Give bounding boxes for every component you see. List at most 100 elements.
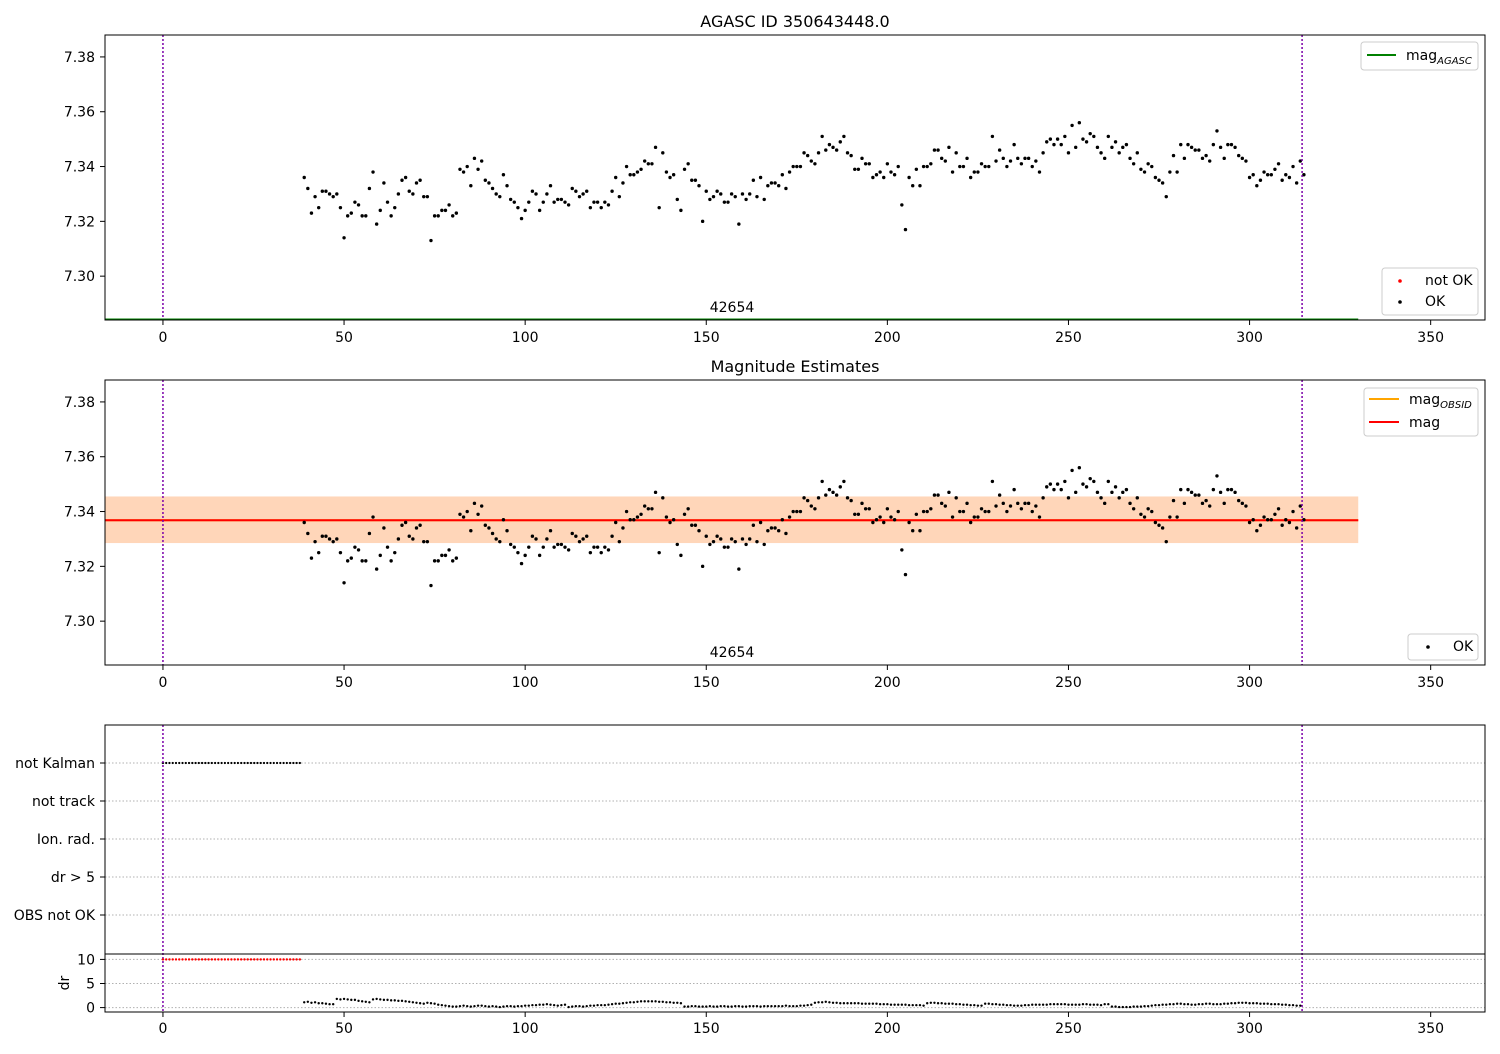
agasc-ok-point	[845, 151, 850, 155]
estimates-ok-point	[378, 553, 382, 558]
dr-point	[585, 1004, 588, 1008]
dr-point	[1132, 1005, 1135, 1008]
estimates-ok-point	[1215, 474, 1219, 478]
dr-point	[596, 1003, 599, 1007]
estimates-ok-point	[519, 561, 524, 566]
estimates-ok-point	[614, 520, 618, 525]
agasc-ok-point	[748, 192, 752, 196]
estimates-ok-point	[1284, 518, 1288, 522]
dr-point	[534, 1003, 538, 1007]
agasc-ok-point	[1059, 142, 1063, 147]
dr-point	[1150, 1004, 1153, 1007]
estimates-ok-point	[1150, 509, 1154, 514]
dr-point	[1070, 1003, 1074, 1006]
estimates-ok-point	[1135, 496, 1139, 500]
agasc-ok-point	[700, 219, 705, 224]
dr-point	[335, 997, 339, 1001]
agasc-ok-point	[1034, 159, 1038, 163]
dr-clipped-point	[161, 958, 165, 961]
flag-marker	[207, 761, 210, 765]
agasc-ok-point	[603, 200, 607, 204]
estimates-ok-point	[465, 509, 469, 514]
estimates-ok-point	[306, 531, 310, 536]
dr-point	[1114, 1005, 1117, 1008]
dr-point	[437, 1003, 440, 1006]
agasc-ok-point	[921, 164, 926, 169]
agasc-ok-point	[885, 162, 890, 166]
estimates-ok-point	[422, 539, 426, 544]
dr-axis-label: dr	[57, 975, 73, 990]
dr-point	[527, 1004, 530, 1007]
agasc-ok-point	[595, 200, 600, 204]
estimates-ok-point	[809, 504, 813, 508]
dr-point	[806, 1003, 809, 1007]
dr-point	[770, 1004, 773, 1008]
dr-point	[433, 1002, 436, 1005]
agasc-legend-not-ok-label: not OK	[1425, 273, 1473, 289]
dr-point	[846, 1002, 849, 1005]
agasc-ok-point	[443, 208, 448, 213]
dr-point	[839, 1002, 842, 1005]
dr-point	[1121, 1005, 1124, 1009]
agasc-x-tick-label: 300	[1236, 330, 1263, 346]
agasc-top-legend-box	[1360, 41, 1479, 71]
agasc-ok-point	[878, 170, 882, 174]
dr-point	[643, 1000, 646, 1003]
estimates-ok-point	[570, 531, 574, 536]
agasc-ok-point	[432, 214, 437, 218]
flag-marker	[275, 761, 279, 765]
agasc-ok-point	[1189, 145, 1194, 150]
estimates-ok-point	[838, 485, 842, 489]
estimates-ok-point	[860, 501, 864, 506]
estimates-ok-point	[878, 515, 882, 519]
flag-marker	[288, 761, 292, 765]
dr-point	[868, 1002, 871, 1005]
dr-clipped-point	[165, 958, 168, 961]
agasc-ok-point	[1084, 140, 1089, 144]
dr-point	[639, 1000, 643, 1003]
estimates-ok-point	[1244, 504, 1248, 508]
dr-point	[726, 1005, 730, 1008]
estimates-ok-point	[1102, 501, 1107, 506]
dr-point	[1027, 1003, 1030, 1007]
flag-marker	[233, 761, 236, 765]
agasc-ok-point	[729, 192, 734, 196]
estimates-ok-point	[345, 559, 350, 563]
agasc-ok-point	[1088, 131, 1092, 136]
estimates-ok-point	[1262, 515, 1266, 519]
dr-point	[705, 1005, 708, 1008]
estimates-ok-point	[892, 518, 897, 522]
flag-marker	[266, 761, 269, 765]
agasc-y-tick-label: 7.34	[64, 160, 95, 176]
estimates-ok-point	[432, 559, 437, 563]
dr-clipped-point	[230, 958, 233, 961]
estimates-ok-point	[374, 567, 379, 571]
dr-point	[1168, 1003, 1172, 1006]
dr-point	[542, 1003, 545, 1006]
estimates-ok-point	[787, 515, 792, 519]
estimates-ok-point	[675, 542, 679, 547]
estimates-ok-point	[1019, 507, 1024, 511]
estimates-ok-point	[545, 537, 549, 541]
dr-point	[1208, 1002, 1211, 1005]
dr-point	[339, 998, 342, 1001]
estimates-ok-point	[632, 518, 636, 522]
dr-point	[1081, 1003, 1085, 1006]
dr-point	[1041, 1003, 1045, 1006]
flag-row-label: not track	[32, 794, 96, 810]
dr-point	[549, 1003, 552, 1006]
dr-point	[904, 1003, 907, 1006]
agasc-ok-point	[1026, 156, 1031, 161]
estimates-ok-point	[1251, 518, 1255, 522]
flag-marker	[174, 761, 178, 765]
dr-point	[831, 1001, 835, 1004]
agasc-ok-point	[954, 151, 958, 155]
agasc-ok-point	[378, 208, 382, 213]
agasc-ok-point	[1258, 178, 1263, 182]
dr-point	[1255, 1002, 1259, 1005]
estimates-ok-point	[751, 523, 756, 527]
flag-marker	[210, 761, 213, 765]
dr-point	[379, 998, 382, 1001]
agasc-ok-point	[1066, 151, 1071, 155]
estimates-ok-point	[335, 537, 339, 541]
